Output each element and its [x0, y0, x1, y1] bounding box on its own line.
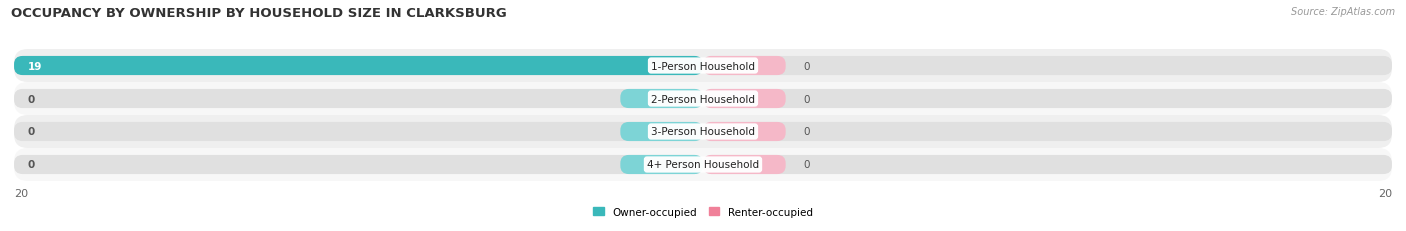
Text: 0: 0 — [803, 160, 810, 170]
Text: 1-Person Household: 1-Person Household — [651, 61, 755, 71]
FancyBboxPatch shape — [14, 116, 1392, 148]
Text: 0: 0 — [803, 94, 810, 104]
Legend: Owner-occupied, Renter-occupied: Owner-occupied, Renter-occupied — [593, 207, 813, 217]
Text: 19: 19 — [28, 61, 42, 71]
FancyBboxPatch shape — [14, 122, 703, 141]
Text: 0: 0 — [28, 127, 35, 137]
FancyBboxPatch shape — [14, 57, 703, 76]
FancyBboxPatch shape — [703, 90, 1392, 109]
FancyBboxPatch shape — [14, 155, 703, 174]
Text: 0: 0 — [28, 160, 35, 170]
Text: 4+ Person Household: 4+ Person Household — [647, 160, 759, 170]
FancyBboxPatch shape — [703, 90, 786, 109]
FancyBboxPatch shape — [620, 155, 703, 174]
Text: 3-Person Household: 3-Person Household — [651, 127, 755, 137]
FancyBboxPatch shape — [14, 148, 1392, 181]
FancyBboxPatch shape — [620, 90, 703, 109]
FancyBboxPatch shape — [703, 57, 1392, 76]
Text: 2-Person Household: 2-Person Household — [651, 94, 755, 104]
Text: OCCUPANCY BY OWNERSHIP BY HOUSEHOLD SIZE IN CLARKSBURG: OCCUPANCY BY OWNERSHIP BY HOUSEHOLD SIZE… — [11, 7, 508, 20]
FancyBboxPatch shape — [703, 122, 1392, 141]
FancyBboxPatch shape — [14, 83, 1392, 116]
FancyBboxPatch shape — [703, 155, 1392, 174]
Text: 20: 20 — [1378, 188, 1392, 198]
Text: 0: 0 — [803, 127, 810, 137]
FancyBboxPatch shape — [703, 155, 786, 174]
Text: 20: 20 — [14, 188, 28, 198]
Text: 0: 0 — [803, 61, 810, 71]
FancyBboxPatch shape — [14, 57, 703, 76]
FancyBboxPatch shape — [14, 50, 1392, 83]
Text: Source: ZipAtlas.com: Source: ZipAtlas.com — [1291, 7, 1395, 17]
FancyBboxPatch shape — [14, 90, 703, 109]
FancyBboxPatch shape — [703, 57, 786, 76]
FancyBboxPatch shape — [620, 122, 703, 141]
FancyBboxPatch shape — [703, 122, 786, 141]
Text: 0: 0 — [28, 94, 35, 104]
